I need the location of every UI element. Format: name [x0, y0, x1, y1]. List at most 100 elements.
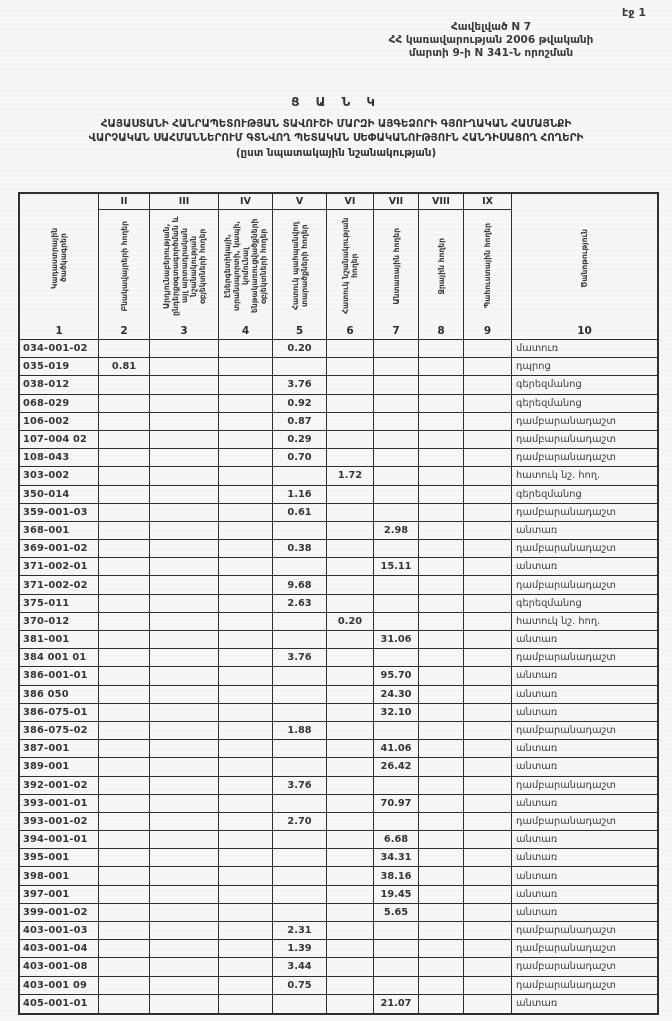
cell-value-col-7: 31.06 [374, 631, 419, 650]
cell-value-col-5 [273, 849, 327, 868]
cell-value-col-9 [464, 758, 512, 777]
cell-value-col-4 [219, 540, 273, 559]
cell-note: դամբարանադաշտ [512, 922, 657, 941]
column-header-label: Արդյունաբերության, ընդերքօգտագործման և ա… [161, 216, 207, 316]
cell-value-col-6 [327, 776, 374, 795]
cell-cadastral-code: 392-001-02 [20, 776, 99, 795]
cell-value-col-9 [464, 449, 512, 468]
cell-value-col-6 [327, 412, 374, 431]
cell-value-col-6 [327, 594, 374, 613]
cell-note: մատուռ [512, 340, 657, 359]
cell-value-col-5 [273, 703, 327, 722]
cell-value-col-5: 0.29 [273, 430, 327, 450]
cell-value-col-2 [99, 721, 150, 741]
cell-cadastral-code: 369-001-02 [20, 540, 99, 559]
cell-value-col-2 [99, 467, 150, 486]
column-header-label: Ծանոթություն [580, 228, 589, 288]
cell-value-col-5 [273, 358, 327, 377]
cell-note: անտառ [512, 867, 657, 886]
table-row: 399-001-02 5.65 անտառ [20, 903, 657, 922]
cell-cadastral-code: 350-014 [20, 485, 99, 504]
cell-value-col-5 [273, 867, 327, 886]
cell-value-col-6 [327, 685, 374, 704]
cell-value-col-8 [419, 631, 464, 650]
cell-cadastral-code: 375-011 [20, 594, 99, 613]
cell-value-col-8 [419, 685, 464, 704]
cell-value-col-5 [273, 903, 327, 922]
cell-cadastral-code: 386-075-01 [20, 703, 99, 722]
cell-value-col-6 [327, 703, 374, 722]
cell-value-col-9 [464, 649, 512, 668]
cell-value-col-6: 0.20 [327, 612, 374, 631]
cell-value-col-4 [219, 721, 273, 741]
cell-value-col-8 [419, 976, 464, 995]
cell-cadastral-code: 403-001-03 [20, 922, 99, 941]
cell-value-col-6 [327, 540, 374, 559]
table-row: 392-001-02 3.76 դամբարանադաշտ [20, 776, 657, 795]
cell-value-col-6 [327, 958, 374, 977]
cell-value-col-8 [419, 849, 464, 868]
cell-value-col-5 [273, 667, 327, 686]
cell-value-col-8 [419, 576, 464, 595]
table-row: 350-014 1.16 գերեզմանոց [20, 485, 657, 504]
cell-value-col-7 [374, 376, 419, 395]
cell-value-col-5: 0.38 [273, 540, 327, 559]
cell-value-col-7 [374, 540, 419, 559]
cell-value-col-5: 0.61 [273, 503, 327, 522]
column-number-3: 3 [150, 322, 219, 340]
cell-value-col-6: 1.72 [327, 467, 374, 486]
cell-value-col-6 [327, 885, 374, 904]
cell-value-col-6 [327, 794, 374, 813]
cell-cadastral-code: 384 001 01 [20, 649, 99, 668]
cell-value-col-3 [150, 394, 219, 413]
cell-value-col-3 [150, 558, 219, 577]
cell-value-col-2 [99, 540, 150, 559]
vertical-label-wrap: Կադաստրային ծածկագրեր [20, 194, 98, 322]
table-row: 397-001 19.45 անտառ [20, 885, 657, 904]
cell-value-col-8 [419, 721, 464, 741]
cell-note: անտառ [512, 704, 657, 722]
cell-value-col-2 [99, 449, 150, 468]
table-row: 393-001-02 2.70 դամբարանադաշտ [20, 812, 657, 832]
roman-numeral-label: IX [464, 194, 511, 210]
cell-value-col-3 [150, 758, 219, 777]
cell-value-col-8 [419, 340, 464, 359]
cell-value-col-7: 15.11 [374, 558, 419, 577]
cell-value-col-6 [327, 649, 374, 668]
cell-note: անտառ [516, 998, 558, 1010]
cell-value-col-7 [374, 449, 419, 468]
cell-value-col-2 [99, 831, 150, 850]
cell-note: դամբարանադաշտ [512, 449, 657, 468]
cell-note: դամբարանադաշտ [512, 649, 657, 668]
cell-value-col-4 [219, 976, 273, 995]
cell-value-col-2 [99, 340, 150, 359]
document-title: Ց Ա Ն Կ [291, 95, 381, 109]
cell-value-col-3 [150, 740, 219, 759]
cell-value-col-4 [219, 594, 273, 613]
cell-value-col-8 [419, 667, 464, 686]
cell-value-col-2 [99, 958, 150, 977]
cell-value-col-8 [419, 594, 464, 613]
cell-value-col-3 [150, 867, 219, 886]
cell-value-col-6 [327, 740, 374, 759]
cell-note: դամբարանադաշտ [512, 777, 657, 795]
cell-value-col-7: 34.31 [374, 849, 419, 868]
cell-value-col-6 [327, 831, 374, 850]
cell-cadastral-code: 386-001-01 [20, 667, 99, 686]
cell-value-col-7 [374, 612, 419, 631]
cell-value-col-5 [273, 740, 327, 759]
cell-cadastral-code: 106-002 [20, 412, 99, 431]
cell-note: գերեզմանոց [512, 595, 657, 613]
cell-value-col-7 [374, 940, 419, 959]
table-row: 386-001-01 95.70 անտառ [20, 667, 657, 686]
cell-value-col-9 [464, 721, 512, 741]
cell-value-col-4 [219, 576, 273, 595]
cell-value-col-2 [99, 376, 150, 395]
cell-cadastral-code: 108-043 [20, 449, 99, 468]
cell-value-col-7 [374, 576, 419, 595]
cell-value-col-5: 2.70 [273, 812, 327, 832]
table-row: 381-001 31.06 անտառ [20, 631, 657, 650]
column-header-6: VI Հատուկ նշանակության հողեր [327, 194, 374, 322]
cell-value-col-3 [150, 540, 219, 559]
cell-value-col-2 [99, 703, 150, 722]
